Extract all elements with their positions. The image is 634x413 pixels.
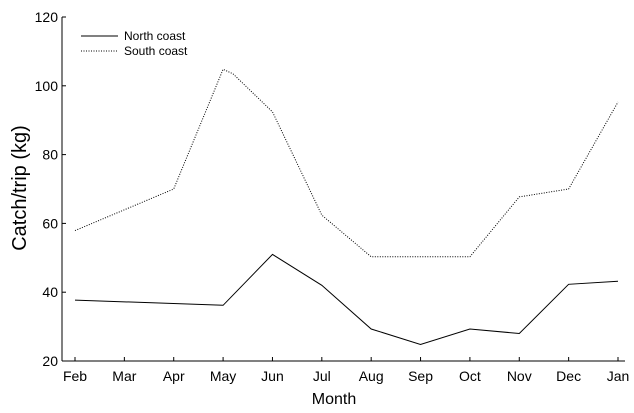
y-axis-title: Catch/trip (kg) bbox=[9, 125, 31, 251]
x-tick-label: Sep bbox=[408, 368, 433, 384]
series-line-south-coast bbox=[74, 68, 619, 258]
x-tick-label: Apr bbox=[163, 368, 185, 384]
x-tick-label: Dec bbox=[556, 368, 581, 384]
x-tick-label: Jul bbox=[313, 368, 331, 384]
y-tick-label: 40 bbox=[42, 284, 58, 300]
series-line-north-coast bbox=[74, 253, 619, 346]
x-tick-label: Aug bbox=[359, 368, 384, 384]
plot-area bbox=[74, 68, 619, 346]
x-tick-label: Nov bbox=[507, 368, 532, 384]
legend-label: North coast bbox=[124, 29, 186, 43]
y-tick-label: 120 bbox=[35, 9, 59, 25]
y-tick-label: 20 bbox=[42, 353, 58, 369]
y-tick-label: 80 bbox=[42, 147, 58, 163]
y-tick-label: 100 bbox=[35, 78, 59, 94]
x-tick-label: Jun bbox=[261, 368, 284, 384]
x-axis-title: Month bbox=[312, 391, 356, 408]
axes: 20 40 60 80 100 120 Feb Mar Apr May Jun Jul Aug Sep Oc… bbox=[35, 9, 630, 384]
x-tick-label: Feb bbox=[63, 368, 87, 384]
x-tick-label: May bbox=[210, 368, 236, 384]
y-tick-label: 60 bbox=[42, 215, 58, 231]
x-tick-label: Jan bbox=[607, 368, 630, 384]
legend-label: South coast bbox=[124, 44, 188, 58]
x-tick-label: Oct bbox=[459, 368, 481, 384]
x-tick-label: Mar bbox=[112, 368, 136, 384]
